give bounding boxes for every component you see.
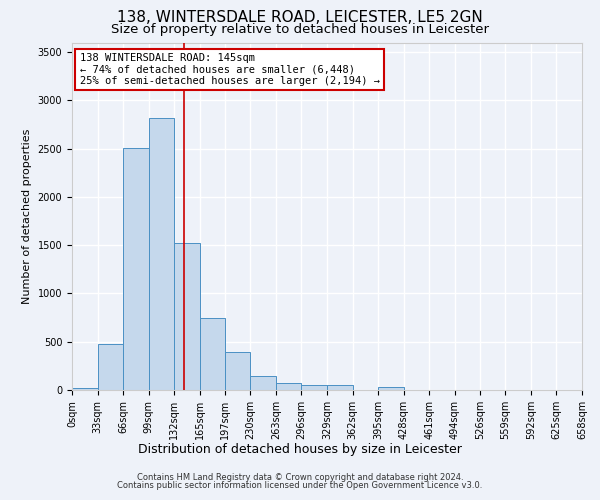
Bar	[200, 318, 224, 390]
Bar	[72, 388, 98, 390]
Text: 138, WINTERSDALE ROAD, LEICESTER, LE5 2GN: 138, WINTERSDALE ROAD, LEICESTER, LE5 2G…	[117, 10, 483, 25]
Text: Size of property relative to detached houses in Leicester: Size of property relative to detached ho…	[111, 22, 489, 36]
Text: Contains HM Land Registry data © Crown copyright and database right 2024.: Contains HM Land Registry data © Crown c…	[137, 472, 463, 482]
Bar	[224, 352, 250, 390]
Text: 138 WINTERSDALE ROAD: 145sqm
← 74% of detached houses are smaller (6,448)
25% of: 138 WINTERSDALE ROAD: 145sqm ← 74% of de…	[80, 53, 380, 86]
Text: Distribution of detached houses by size in Leicester: Distribution of detached houses by size …	[138, 442, 462, 456]
Bar	[98, 344, 123, 390]
Bar	[276, 383, 301, 390]
Bar	[378, 387, 404, 390]
Bar	[175, 244, 200, 390]
Bar	[250, 376, 276, 390]
Bar	[301, 384, 327, 390]
Bar	[149, 118, 175, 390]
Bar	[123, 148, 149, 390]
Y-axis label: Number of detached properties: Number of detached properties	[22, 128, 32, 304]
Text: Contains public sector information licensed under the Open Government Licence v3: Contains public sector information licen…	[118, 481, 482, 490]
Bar	[327, 384, 353, 390]
